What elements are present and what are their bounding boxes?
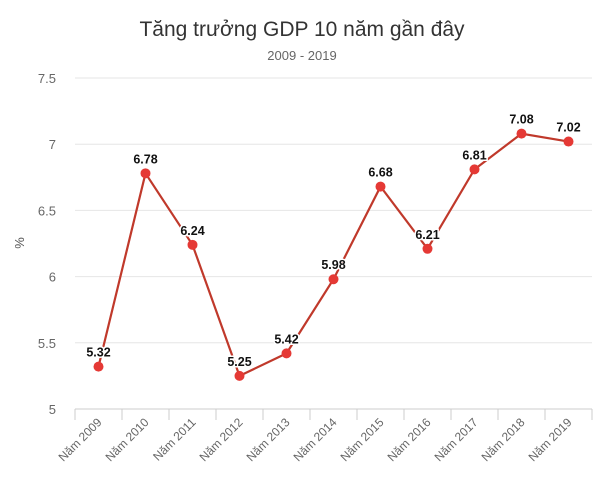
x-tick-label: Năm 2010 [103,415,152,464]
data-point [469,164,480,175]
data-point [375,181,386,192]
data-point [187,239,198,250]
x-tick-label: Năm 2011 [150,415,199,464]
y-tick-label: 6.5 [38,203,56,218]
data-label: 7.02 [556,121,580,135]
x-tick-label: Năm 2014 [291,415,340,464]
data-point [234,370,245,381]
data-label: 6.24 [180,224,204,238]
chart-subtitle: 2009 - 2019 [267,48,336,63]
data-label: 7.08 [509,113,533,127]
data-label: 5.98 [321,258,345,272]
chart-title: Tăng trưởng GDP 10 năm gần đây [139,18,465,41]
data-point [93,361,104,372]
data-point [140,168,151,179]
x-tick-label: Năm 2012 [197,415,246,464]
data-label: 6.78 [133,152,157,166]
data-point [281,348,292,359]
data-label: 6.21 [415,228,439,242]
x-tick-label: Năm 2016 [385,415,434,464]
y-tick-label: 5 [49,402,56,417]
x-tick-label: Năm 2013 [244,415,293,464]
data-point [563,136,574,147]
y-tick-label: 5.5 [38,336,56,351]
data-point [422,243,433,254]
y-tick-label: 7.5 [38,71,56,86]
x-tick-label: Năm 2019 [526,415,575,464]
y-axis-label: % [12,237,27,249]
y-tick-label: 7 [49,137,56,152]
data-label: 5.42 [274,332,298,346]
data-point [516,128,527,139]
y-tick-label: 6 [49,270,56,285]
x-tick-label: Năm 2015 [338,415,387,464]
x-tick-label: Năm 2009 [56,415,105,464]
series-line [97,132,569,378]
data-label: 6.81 [462,148,486,162]
x-tick-label: Năm 2017 [432,415,481,464]
data-point [328,274,339,285]
data-label: 6.68 [368,166,392,180]
data-label: 5.32 [86,346,110,360]
x-tick-label: Năm 2018 [479,415,528,464]
data-label: 5.25 [227,355,251,369]
